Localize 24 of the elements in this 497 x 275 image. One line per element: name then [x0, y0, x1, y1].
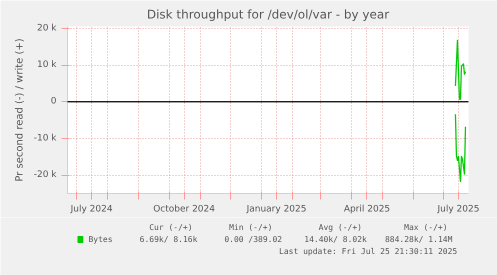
- x-tick-label: January 2025: [246, 204, 306, 214]
- x-tick-label: April 2025: [344, 204, 390, 214]
- y-tick-label: 0: [50, 96, 57, 107]
- y-tick-label: 10 k: [36, 60, 58, 70]
- y-tick-label: 20 k: [36, 23, 58, 34]
- x-tick-label: July 2024: [70, 204, 113, 214]
- text: 884.28k/ 1.14M: [384, 235, 453, 244]
- y-tick-label: -10 k: [34, 133, 58, 144]
- text: Avg (-/+): [318, 223, 362, 232]
- y-tick-label: -20 k: [34, 170, 58, 180]
- text: 6.69k/ 8.16k: [140, 235, 198, 244]
- text: Cur (-/+): [149, 223, 193, 232]
- text: Min (-/+): [229, 223, 272, 232]
- line-series: [454, 114, 466, 182]
- text: 0.00 /389.02: [224, 235, 282, 244]
- chart-title: Disk throughput for /dev/ol/var - by year: [146, 8, 390, 22]
- text: Max (-/+): [404, 223, 448, 232]
- text: 14.40k/ 8.02k: [304, 235, 368, 244]
- x-tick-label: October 2024: [153, 204, 216, 214]
- x-tick-label: July 2025: [436, 204, 480, 214]
- line-series: [454, 40, 466, 100]
- legend-label: Bytes: [88, 235, 113, 244]
- y-axis-title: Pr second read (-) / write (+): [14, 38, 26, 182]
- text: Last update: Fri Jul 25 21:30:11 2025: [278, 247, 458, 256]
